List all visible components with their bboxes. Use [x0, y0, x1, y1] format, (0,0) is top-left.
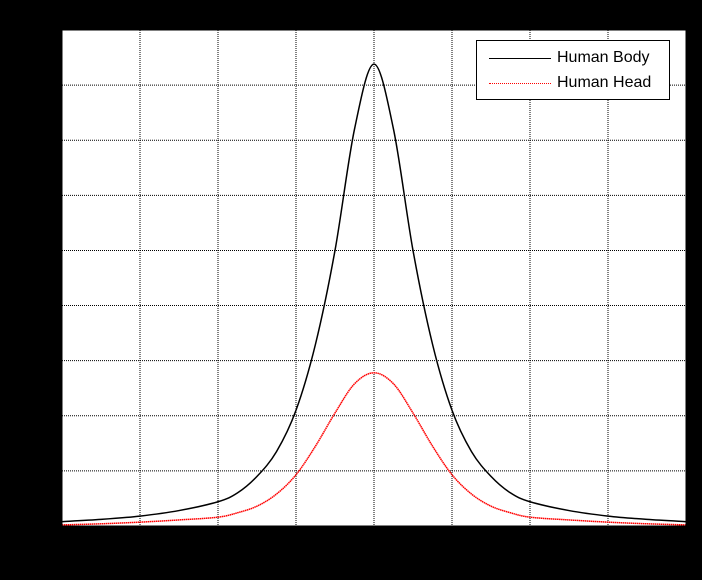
- legend-item-human-body: Human Body: [477, 47, 669, 69]
- plot-frame: [61, 29, 687, 527]
- data-curves: [61, 63, 687, 526]
- legend-label: Human Head: [557, 74, 652, 91]
- legend-item-human-head: Human Head: [477, 72, 669, 94]
- grid-lines: [61, 29, 687, 527]
- legend-label: Human Body: [557, 49, 650, 66]
- series-line-human-head: [61, 372, 687, 526]
- series-line-human-body: [61, 63, 687, 523]
- legend-swatch-solid-line-icon: [489, 57, 551, 59]
- legend: Human Body Human Head: [476, 40, 670, 100]
- legend-swatch-dotted-line-icon: [489, 82, 551, 84]
